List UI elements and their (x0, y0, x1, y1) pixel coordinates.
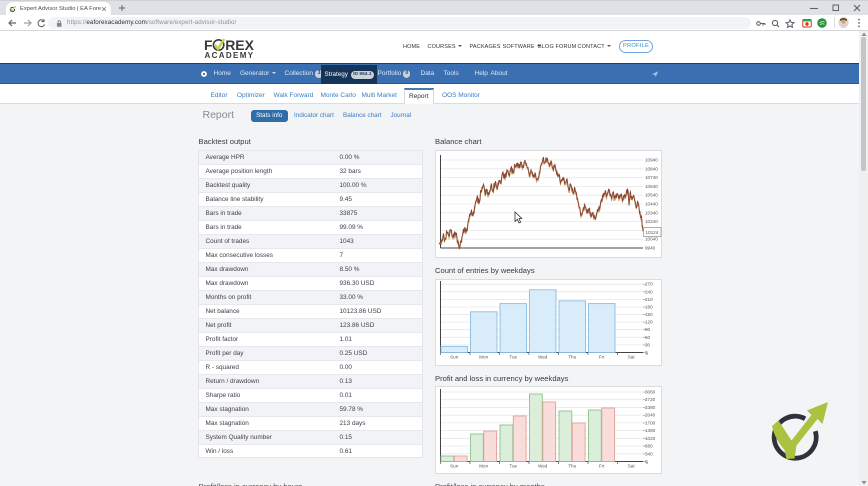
svg-text:Wed: Wed (538, 464, 548, 469)
svg-text:Thu: Thu (568, 464, 576, 469)
svg-text:10540: 10540 (645, 193, 658, 198)
svg-text:Sun: Sun (450, 464, 459, 469)
svg-text:3060: 3060 (645, 390, 656, 395)
svg-text:340: 340 (645, 451, 653, 456)
svg-text:210: 210 (645, 297, 653, 302)
svg-text:Thu: Thu (568, 355, 576, 360)
svg-text:270: 270 (645, 282, 653, 287)
svg-text:Sun: Sun (450, 355, 459, 360)
svg-text:90: 90 (645, 327, 651, 332)
svg-text:2380: 2380 (645, 405, 656, 410)
svg-text:Mon: Mon (479, 355, 488, 360)
svg-text:ACADEMY: ACADEMY (205, 51, 255, 60)
svg-text:REX: REX (225, 38, 254, 53)
svg-text:10840: 10840 (645, 166, 658, 171)
svg-text:Fri: Fri (599, 464, 604, 469)
svg-text:150: 150 (645, 312, 653, 317)
svg-text:F: F (204, 38, 213, 53)
svg-text:180: 180 (645, 305, 653, 310)
svg-text:Wed: Wed (538, 355, 548, 360)
svg-text:0: 0 (645, 459, 648, 464)
svg-text:10740: 10740 (645, 175, 658, 180)
svg-text:2040: 2040 (645, 413, 656, 418)
svg-text:Sat: Sat (628, 355, 636, 360)
svg-text:0: 0 (645, 350, 648, 355)
svg-text:10640: 10640 (645, 184, 658, 189)
svg-text:2720: 2720 (645, 397, 656, 402)
svg-text:120: 120 (645, 320, 653, 325)
svg-text:Tue: Tue (509, 355, 517, 360)
svg-text:60: 60 (645, 335, 651, 340)
svg-text:Tue: Tue (509, 464, 517, 469)
svg-text:30: 30 (645, 342, 651, 347)
svg-text:1020: 1020 (645, 436, 656, 441)
svg-text:Fri: Fri (599, 355, 604, 360)
svg-text:10440: 10440 (645, 202, 658, 207)
svg-text:240: 240 (645, 289, 653, 294)
svg-text:9940: 9940 (645, 246, 656, 251)
svg-text:10940: 10940 (645, 158, 658, 163)
svg-text:10124: 10124 (646, 230, 659, 235)
svg-text:10240: 10240 (645, 219, 658, 224)
svg-text:Mon: Mon (479, 464, 488, 469)
svg-text:680: 680 (645, 444, 653, 449)
svg-text:Sat: Sat (628, 464, 636, 469)
svg-text:10340: 10340 (645, 210, 658, 215)
svg-text:1700: 1700 (645, 420, 656, 425)
svg-text:1360: 1360 (645, 428, 656, 433)
svg-text:10040: 10040 (645, 237, 658, 242)
